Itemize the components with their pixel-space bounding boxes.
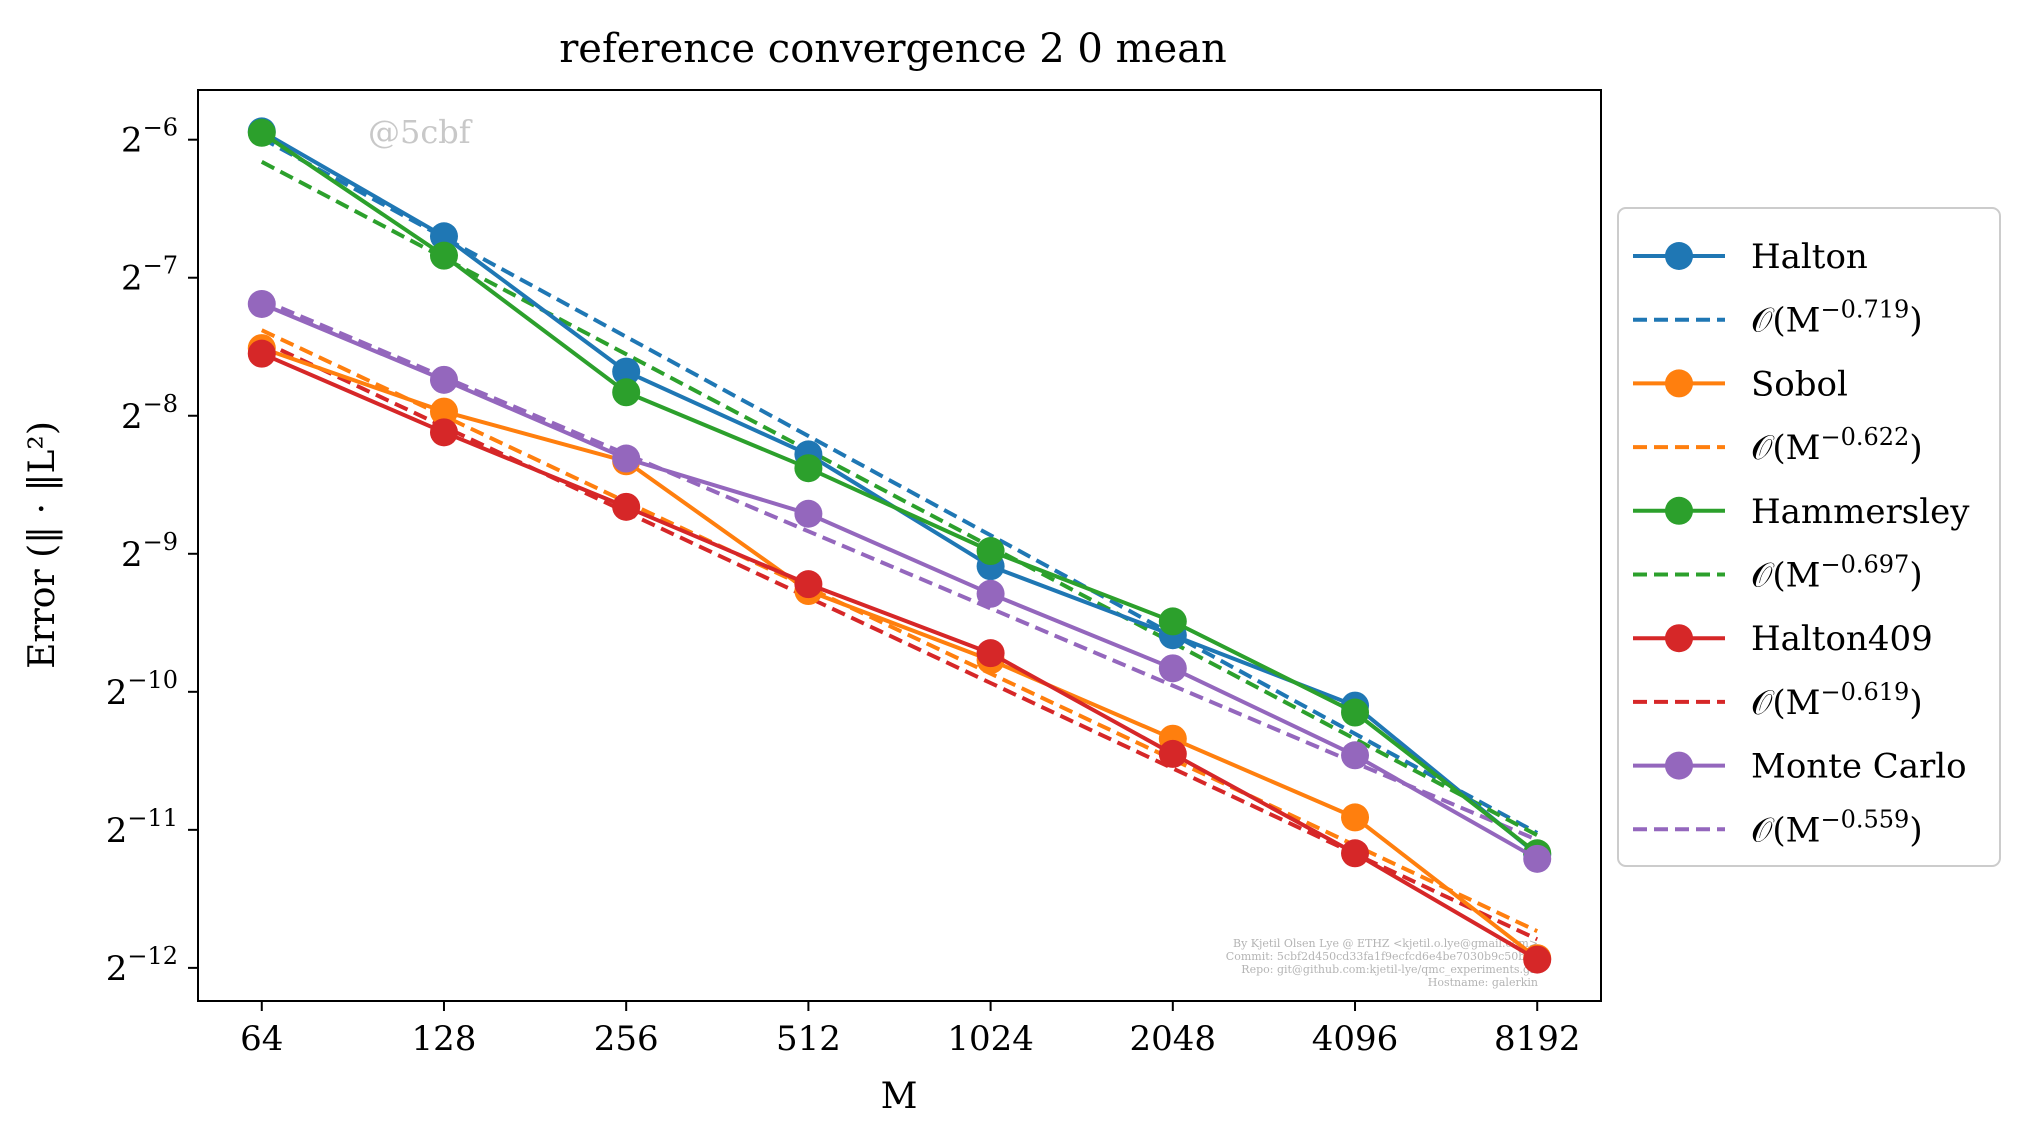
data-point	[794, 499, 823, 528]
data-point	[612, 357, 641, 386]
data-point	[1523, 945, 1552, 974]
data-point	[429, 222, 458, 251]
data-point	[247, 118, 276, 147]
fit-line	[260, 339, 1539, 942]
credit-text: By Kjetil Olsen Lye @ ETHZ <kjetil.o.lye…	[1226, 937, 1539, 989]
legend-marker	[1665, 751, 1693, 780]
legend-marker	[1665, 369, 1693, 398]
fit-line	[260, 160, 1539, 837]
watermark-text: @5cbf	[368, 113, 473, 151]
y-tick-label: 2−10	[106, 666, 178, 713]
data-point	[429, 241, 458, 270]
legend-label: Halton409	[1751, 619, 1933, 659]
data-point	[429, 365, 458, 394]
data-point	[247, 289, 276, 318]
data-point	[976, 579, 1005, 608]
x-tick-label: 2048	[1130, 1019, 1217, 1059]
x-axis: 64 128 256 512 1024 2048 4096 8192	[240, 1001, 1580, 1059]
fit-line	[260, 136, 1539, 835]
data-point	[612, 378, 641, 407]
data-point	[247, 339, 276, 368]
y-tick-label: 2−12	[106, 942, 178, 989]
legend: Halton 𝒪(M−0.719) Sobol 𝒪(M−0.622) Hammersle…	[1617, 207, 2001, 867]
plot-frame	[197, 89, 1602, 1002]
legend-marker	[1665, 624, 1693, 653]
x-tick-label: 128	[412, 1019, 477, 1059]
x-tick-label: 64	[240, 1019, 283, 1059]
data-point	[612, 492, 641, 521]
credit-line: By Kjetil Olsen Lye @ ETHZ <kjetil.o.lye…	[1233, 937, 1538, 950]
fit-line	[260, 328, 1539, 934]
data-series	[247, 117, 1552, 974]
y-axis: 2−6 2−7 2−8 2−9 2−10 2−11 2−12	[106, 114, 198, 989]
x-axis-label: M	[881, 1076, 918, 1117]
data-point	[1341, 698, 1370, 727]
x-tick-label: 256	[594, 1019, 659, 1059]
legend-fit-label: 𝒪(M−0.559)	[1751, 805, 1923, 850]
series-group	[247, 289, 1552, 873]
series-line	[261, 351, 1539, 962]
data-point	[429, 418, 458, 447]
chart-title: reference convergence 2 0 mean	[559, 26, 1227, 72]
data-point	[1341, 839, 1370, 868]
x-tick-label: 8192	[1494, 1019, 1581, 1059]
legend-label: Hammersley	[1751, 492, 1970, 532]
y-tick-label: 2−6	[121, 114, 178, 161]
data-point	[429, 397, 458, 426]
legend-fit-label: 𝒪(M−0.622)	[1751, 423, 1923, 468]
data-point	[1158, 607, 1187, 636]
legend-fit-label: 𝒪(M−0.719)	[1751, 296, 1923, 341]
x-tick-label: 1024	[947, 1019, 1034, 1059]
data-point	[612, 444, 641, 473]
credit-line: Hostname: galerkin	[1428, 976, 1538, 989]
legend-box	[1617, 207, 2001, 867]
data-point	[794, 570, 823, 599]
data-point	[1523, 844, 1552, 873]
legend-marker	[1665, 496, 1693, 525]
data-point	[1158, 654, 1187, 683]
fit-lines	[260, 136, 1539, 942]
data-point	[976, 639, 1005, 668]
y-tick-label: 2−11	[106, 804, 178, 851]
data-point	[1341, 803, 1370, 832]
data-point	[1158, 739, 1187, 768]
y-axis-label: Error (‖ · ‖L²)	[22, 421, 63, 669]
legend-fit-label: 𝒪(M−0.619)	[1751, 678, 1923, 723]
legend-label: Monte Carlo	[1751, 747, 1967, 787]
credit-line: Repo: git@github.com:kjetil-lye/qmc_expe…	[1241, 963, 1538, 976]
series-line	[261, 346, 1539, 960]
series-line	[260, 131, 1539, 855]
y-tick-label: 2−8	[121, 390, 178, 437]
data-point	[794, 454, 823, 483]
legend-label: Halton	[1751, 237, 1868, 277]
x-tick-label: 4096	[1312, 1019, 1399, 1059]
data-point	[976, 537, 1005, 566]
y-tick-label: 2−7	[121, 252, 178, 299]
legend-label: Sobol	[1751, 364, 1848, 404]
legend-fit-label: 𝒪(M−0.697)	[1751, 551, 1923, 596]
legend-marker	[1665, 242, 1693, 270]
credit-line: Commit: 5cbf2d450cd33fa1f9ecfcd6e4be7030…	[1226, 950, 1539, 963]
x-tick-label: 512	[776, 1019, 841, 1059]
data-point	[1341, 741, 1370, 770]
series-line	[261, 302, 1539, 861]
y-tick-label: 2−9	[121, 528, 178, 575]
series-group	[247, 339, 1552, 974]
